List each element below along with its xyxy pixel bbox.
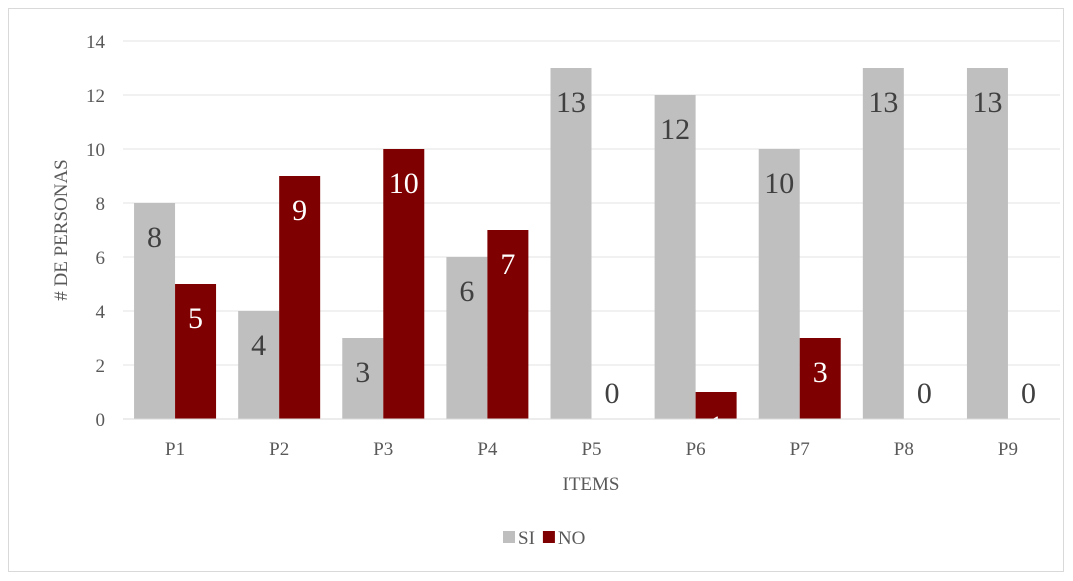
- x-tick-label: P4: [477, 439, 498, 460]
- bar-si-p1: [134, 203, 176, 419]
- bar-no-p4: [487, 230, 529, 419]
- data-label-no-p7: 3: [813, 356, 828, 389]
- data-label-no-p4: 7: [500, 248, 515, 281]
- bar-si-p7: [758, 149, 800, 419]
- bar-si-p9: [966, 68, 1008, 419]
- x-tick-label: P5: [581, 439, 601, 460]
- data-label-si-p5: 13: [556, 86, 586, 119]
- bar-si-p5: [550, 68, 592, 419]
- legend[interactable]: SI NO: [503, 528, 585, 549]
- data-label-si-p7: 10: [764, 167, 794, 200]
- x-tick-label: P2: [269, 439, 289, 460]
- legend-label-si: SI: [518, 528, 535, 549]
- data-label-no-p3: 10: [389, 167, 419, 200]
- data-label-no-p5: 0: [605, 377, 620, 410]
- legend-swatch-si: [503, 531, 515, 543]
- bar-si-p3: [342, 338, 384, 419]
- y-tick-label: 4: [96, 302, 106, 323]
- y-tick-label: 10: [86, 140, 105, 161]
- data-label-no-p1: 5: [188, 302, 203, 335]
- y-axis-ticks: 0 2 4 6 8 10 12 14: [86, 32, 106, 431]
- data-label-si-p9: 13: [972, 86, 1002, 119]
- x-tick-label: P3: [373, 439, 393, 460]
- y-tick-label: 12: [86, 86, 105, 107]
- x-tick-label: P1: [165, 439, 185, 460]
- x-axis-title: ITEMS: [563, 474, 620, 495]
- bar-si-p2: [238, 311, 280, 419]
- bars: 8 5 4 9 3 10 67 13 0 12 1 10 3 13 0 13 0: [134, 68, 1036, 443]
- bar-si-p8: [862, 68, 904, 419]
- x-tick-label: P9: [998, 439, 1018, 460]
- bar-si-p6: [654, 95, 696, 419]
- legend-swatch-no: [542, 531, 555, 543]
- data-label-si-p8: 13: [868, 86, 898, 119]
- data-label-no-p6: 1: [709, 410, 724, 443]
- legend-label-no: NO: [558, 528, 585, 549]
- data-label-no-p9: 0: [1021, 377, 1036, 410]
- x-axis-ticks: P1 P2 P3 P4 P5 P6 P7 P8 P9: [165, 439, 1018, 460]
- data-label-no-p8: 0: [917, 377, 932, 410]
- bar-no-p7: [799, 338, 841, 419]
- bar-no-p6: [695, 392, 737, 419]
- x-tick-label: P6: [686, 439, 706, 460]
- data-label-no-p2: 9: [292, 194, 307, 227]
- data-label-si-p3: 3: [355, 356, 370, 389]
- y-axis-title: # DE PERSONAS: [51, 159, 72, 300]
- data-label-si-p2: 4: [251, 329, 266, 362]
- bar-no-p3: [383, 149, 425, 419]
- y-tick-label: 6: [96, 248, 106, 269]
- x-tick-label: P8: [894, 439, 914, 460]
- bar-si-p4: [446, 257, 488, 419]
- x-tick-label: P7: [790, 439, 810, 460]
- y-tick-label: 2: [96, 356, 106, 377]
- data-label-si-p1: 8: [147, 221, 162, 254]
- bar-no-p2: [279, 176, 321, 419]
- data-label-si-p6: 12: [660, 113, 690, 146]
- y-tick-label: 8: [96, 194, 106, 215]
- bar-no-p1: [175, 284, 217, 419]
- y-tick-label: 14: [86, 32, 106, 53]
- data-label-si-p4: 6: [459, 275, 474, 308]
- y-tick-label: 0: [96, 410, 106, 431]
